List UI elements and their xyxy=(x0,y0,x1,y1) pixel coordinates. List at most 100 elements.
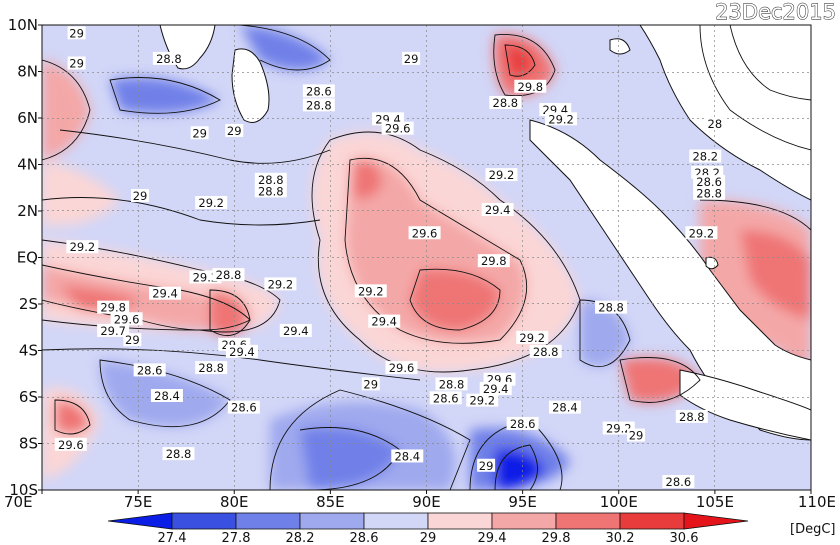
sri-lanka-land xyxy=(231,48,270,123)
contour-label-bg xyxy=(385,361,418,375)
lat-label: 8N xyxy=(17,63,38,81)
contour-label-text: 29.6 xyxy=(412,226,438,240)
contour-label: 28.4 xyxy=(391,449,424,463)
contour-label: 28.8 xyxy=(435,377,468,391)
contour-label: 29.2 xyxy=(264,277,297,291)
contour-label-text: 29.2 xyxy=(268,277,294,291)
contour-label: 29.6 xyxy=(408,226,441,240)
contour-label-text: 28.4 xyxy=(394,449,420,463)
contour-label: 29 xyxy=(477,458,496,473)
contour-label-bg xyxy=(514,79,547,93)
colorbar-tick-label: 30.6 xyxy=(670,531,699,545)
colorbar-tick-label: 29 xyxy=(420,531,437,545)
sumatra-land xyxy=(529,119,811,441)
contour-label-text: 29.2 xyxy=(198,196,224,210)
contour-label-text: 29.2 xyxy=(489,168,515,182)
contour-label-text: 29.4 xyxy=(283,324,309,338)
contour-label: 29 xyxy=(225,123,244,138)
contour-label: 29.8 xyxy=(514,79,547,94)
contour-label-bg xyxy=(149,286,182,300)
colorbar-tick-label: 28.6 xyxy=(350,531,379,545)
contour-label: 28.8 xyxy=(595,300,628,315)
contour-label: 28.8 xyxy=(162,447,195,461)
lon-label: 95E xyxy=(508,493,537,511)
lat-label: 10N xyxy=(8,16,38,34)
contour-label: 29 xyxy=(67,26,86,40)
lon-label: 80E xyxy=(220,493,249,511)
contour-label: 29.2 xyxy=(685,226,718,240)
contour-label-text: 28.6 xyxy=(696,175,722,189)
contour-label: 29.4 xyxy=(279,323,312,338)
malay-peninsula-land xyxy=(585,25,811,201)
colorbar-arrow-right xyxy=(683,512,749,530)
colorbar-arrow-left xyxy=(107,512,173,530)
contour-label: 29 xyxy=(190,126,209,140)
contour-label: 29.6 xyxy=(381,121,414,136)
contour-label-text: 29.2 xyxy=(606,422,632,436)
contour-label: 29.2 xyxy=(602,421,635,436)
contour-label-bg xyxy=(627,428,646,442)
contour-label: 28 xyxy=(705,116,724,131)
contour-label-text: 29.4 xyxy=(152,287,178,301)
contour-label-bg xyxy=(190,126,209,140)
contour-label-bg xyxy=(195,196,228,210)
contour-label-bg xyxy=(254,172,287,186)
contour-label-text: 28.8 xyxy=(166,447,192,461)
lon-label: 90E xyxy=(412,493,441,511)
contour-label-bg xyxy=(302,84,335,98)
contour-label: 28.6 xyxy=(662,475,695,489)
contour-label: 28.2 xyxy=(689,149,722,164)
contour-label-text: 29 xyxy=(227,124,242,138)
java-land xyxy=(679,369,811,441)
contour-label-text: 29.8 xyxy=(518,80,544,94)
contour-label: 29.4 xyxy=(149,286,182,301)
contour-label: 29.2 xyxy=(516,330,549,345)
contour-label-bg xyxy=(602,421,635,435)
lat-label: 6S xyxy=(19,388,38,406)
contour-label: 29 xyxy=(67,56,86,71)
contour-label-text: 28.8 xyxy=(258,184,284,198)
lat-label: 4S xyxy=(19,342,38,360)
contour-label-bg xyxy=(466,393,499,407)
contour-label-text: 29.7 xyxy=(100,324,126,338)
contour-label-text: 29.2 xyxy=(548,112,574,126)
lon-label: 70E xyxy=(4,493,33,511)
contour-label-bg xyxy=(123,333,142,347)
colorbar-tick-label: 29.4 xyxy=(478,531,507,545)
contour-label-text: 29 xyxy=(404,52,419,66)
contour-label-text: 28.6 xyxy=(137,363,163,377)
colorbar-tick-label: 27.8 xyxy=(222,531,251,545)
landmasses xyxy=(159,25,811,441)
contour-label: 28.8 xyxy=(212,268,245,282)
contour-label-text: 28.8 xyxy=(533,345,559,359)
colorbar: 27.4 27.8 28.2 28.6 29 29.4 29.8 30.2 30.6 xyxy=(107,512,749,545)
contour-label-bg xyxy=(54,437,87,451)
contour-label-text: 29.6 xyxy=(389,361,415,375)
colorbar-tick-label: 30.2 xyxy=(606,531,635,545)
contour-label: 28.8 xyxy=(675,409,708,424)
lon-label: 75E xyxy=(124,493,153,511)
contour-label-text: 28 xyxy=(708,117,723,131)
contour-label-bg xyxy=(705,116,724,130)
contour-label-bg xyxy=(264,277,297,291)
colorbar-segment xyxy=(427,512,493,530)
contour-label: 28.6 xyxy=(133,363,166,377)
contour-label-text: 28.6 xyxy=(231,401,257,415)
contour-label-text: 28.6 xyxy=(306,84,332,98)
colorbar-segment xyxy=(299,512,365,530)
contour-label: 28.8 xyxy=(489,96,522,110)
contour-label: 29.6 xyxy=(54,437,87,452)
contour-label-bg xyxy=(689,149,722,163)
contour-labels: 29 29 28.8 29 29 28.6 28.8 29.4 29.6 29 28.8 29.8 29… xyxy=(54,26,726,489)
contour-label-bg xyxy=(408,226,441,240)
contour-label-bg xyxy=(675,409,708,423)
latitude-labels: 10N 8N 6N 4N 2N EQ 2S 4S 6S 8S 10S xyxy=(8,16,38,499)
contour-label-bg xyxy=(212,268,245,282)
contour-label-text: 29 xyxy=(479,459,494,473)
lat-label: 8S xyxy=(19,435,38,453)
contour-label-bg xyxy=(354,284,387,298)
contour-label: 29 xyxy=(361,377,380,391)
contour-label-text: 28.8 xyxy=(493,96,519,110)
contour-label-text: 28.8 xyxy=(679,410,705,424)
